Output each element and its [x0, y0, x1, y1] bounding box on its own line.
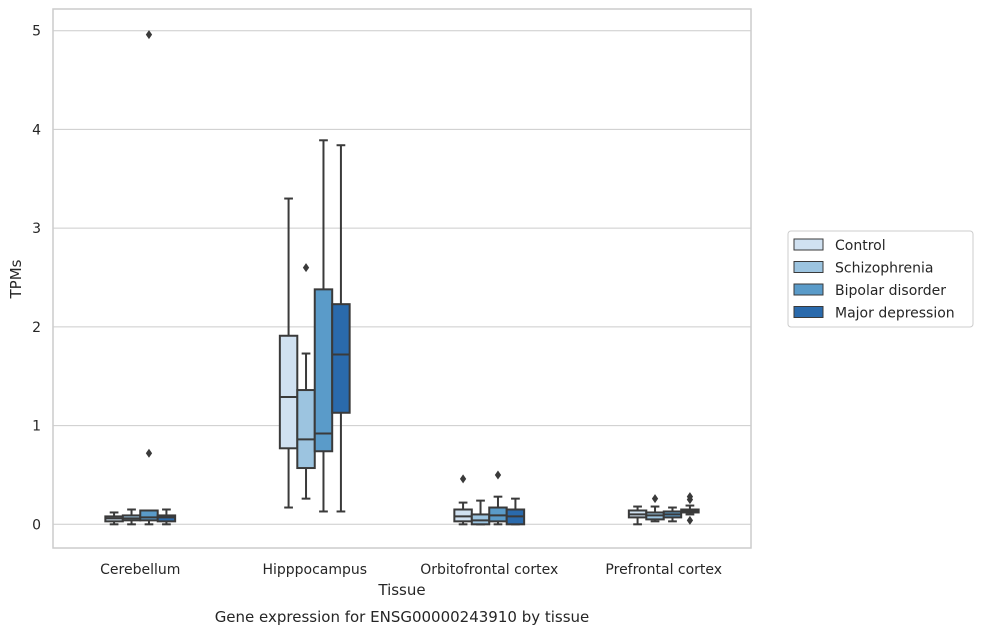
box: [139, 509, 159, 522]
box-group: [627, 505, 648, 526]
legend: Control Schizophrenia Bipolar disorder Majo…: [787, 230, 974, 328]
box: [331, 303, 351, 414]
box-group: [453, 474, 473, 526]
y-tick-label: 0: [32, 517, 41, 533]
box-group: [470, 499, 491, 526]
chart-caption: Gene expression for ENSG00000243910 by t…: [215, 608, 590, 626]
x-axis: Cerebellum Hipppocampus Orbitofrontal cort…: [100, 562, 722, 578]
box: [278, 334, 299, 450]
plot-background: [53, 9, 751, 548]
legend-swatch: [793, 238, 824, 251]
x-tick-label: Cerebellum: [100, 562, 180, 578]
box: [296, 389, 316, 470]
legend-label: Control: [835, 238, 886, 254]
box-group: [331, 144, 351, 513]
legend-swatch: [793, 306, 824, 318]
legend-label: Bipolar disorder: [835, 283, 946, 299]
box-group: [121, 508, 142, 526]
plot-area: [53, 9, 751, 548]
box: [313, 288, 334, 453]
box-group: [278, 197, 299, 509]
y-axis-label: TPMs: [7, 259, 25, 299]
legend-label: Major depression: [835, 306, 955, 322]
box-group: [488, 470, 508, 526]
y-axis: 0 1 2 3 4 5: [32, 24, 41, 534]
x-tick-label: Orbitofrontal cortex: [420, 562, 558, 578]
outlier-point: [494, 470, 502, 480]
boxes: [104, 30, 700, 526]
y-tick-label: 2: [32, 320, 41, 336]
box-group: [296, 263, 316, 500]
box-group: [645, 494, 665, 523]
y-tick-label: 1: [32, 419, 41, 435]
plot-frame: [52, 8, 752, 549]
x-axis-label: Tissue: [377, 581, 425, 599]
legend-frame: [787, 230, 974, 328]
box-group: [156, 508, 177, 526]
outlier-point: [302, 263, 310, 273]
box-group: [680, 492, 700, 525]
box-group: [505, 497, 526, 526]
outlier-point: [686, 492, 694, 502]
y-tick-label: 3: [32, 221, 41, 237]
y-tick-label: 5: [32, 24, 41, 40]
plot-border: [52, 8, 752, 549]
legend-label: Schizophrenia: [835, 261, 933, 277]
outlier-point: [145, 30, 153, 40]
box-group: [104, 511, 124, 526]
outlier-point: [459, 474, 467, 484]
box-group: [662, 506, 683, 523]
x-tick-label: Prefrontal cortex: [605, 562, 722, 578]
outlier-point: [145, 448, 153, 458]
outlier-point: [651, 494, 659, 504]
x-tick-label: Hipppocampus: [262, 562, 367, 578]
y-tick-label: 4: [32, 122, 41, 138]
legend-swatch: [793, 261, 824, 273]
legend-swatch: [793, 283, 824, 296]
outlier-point: [686, 515, 694, 525]
